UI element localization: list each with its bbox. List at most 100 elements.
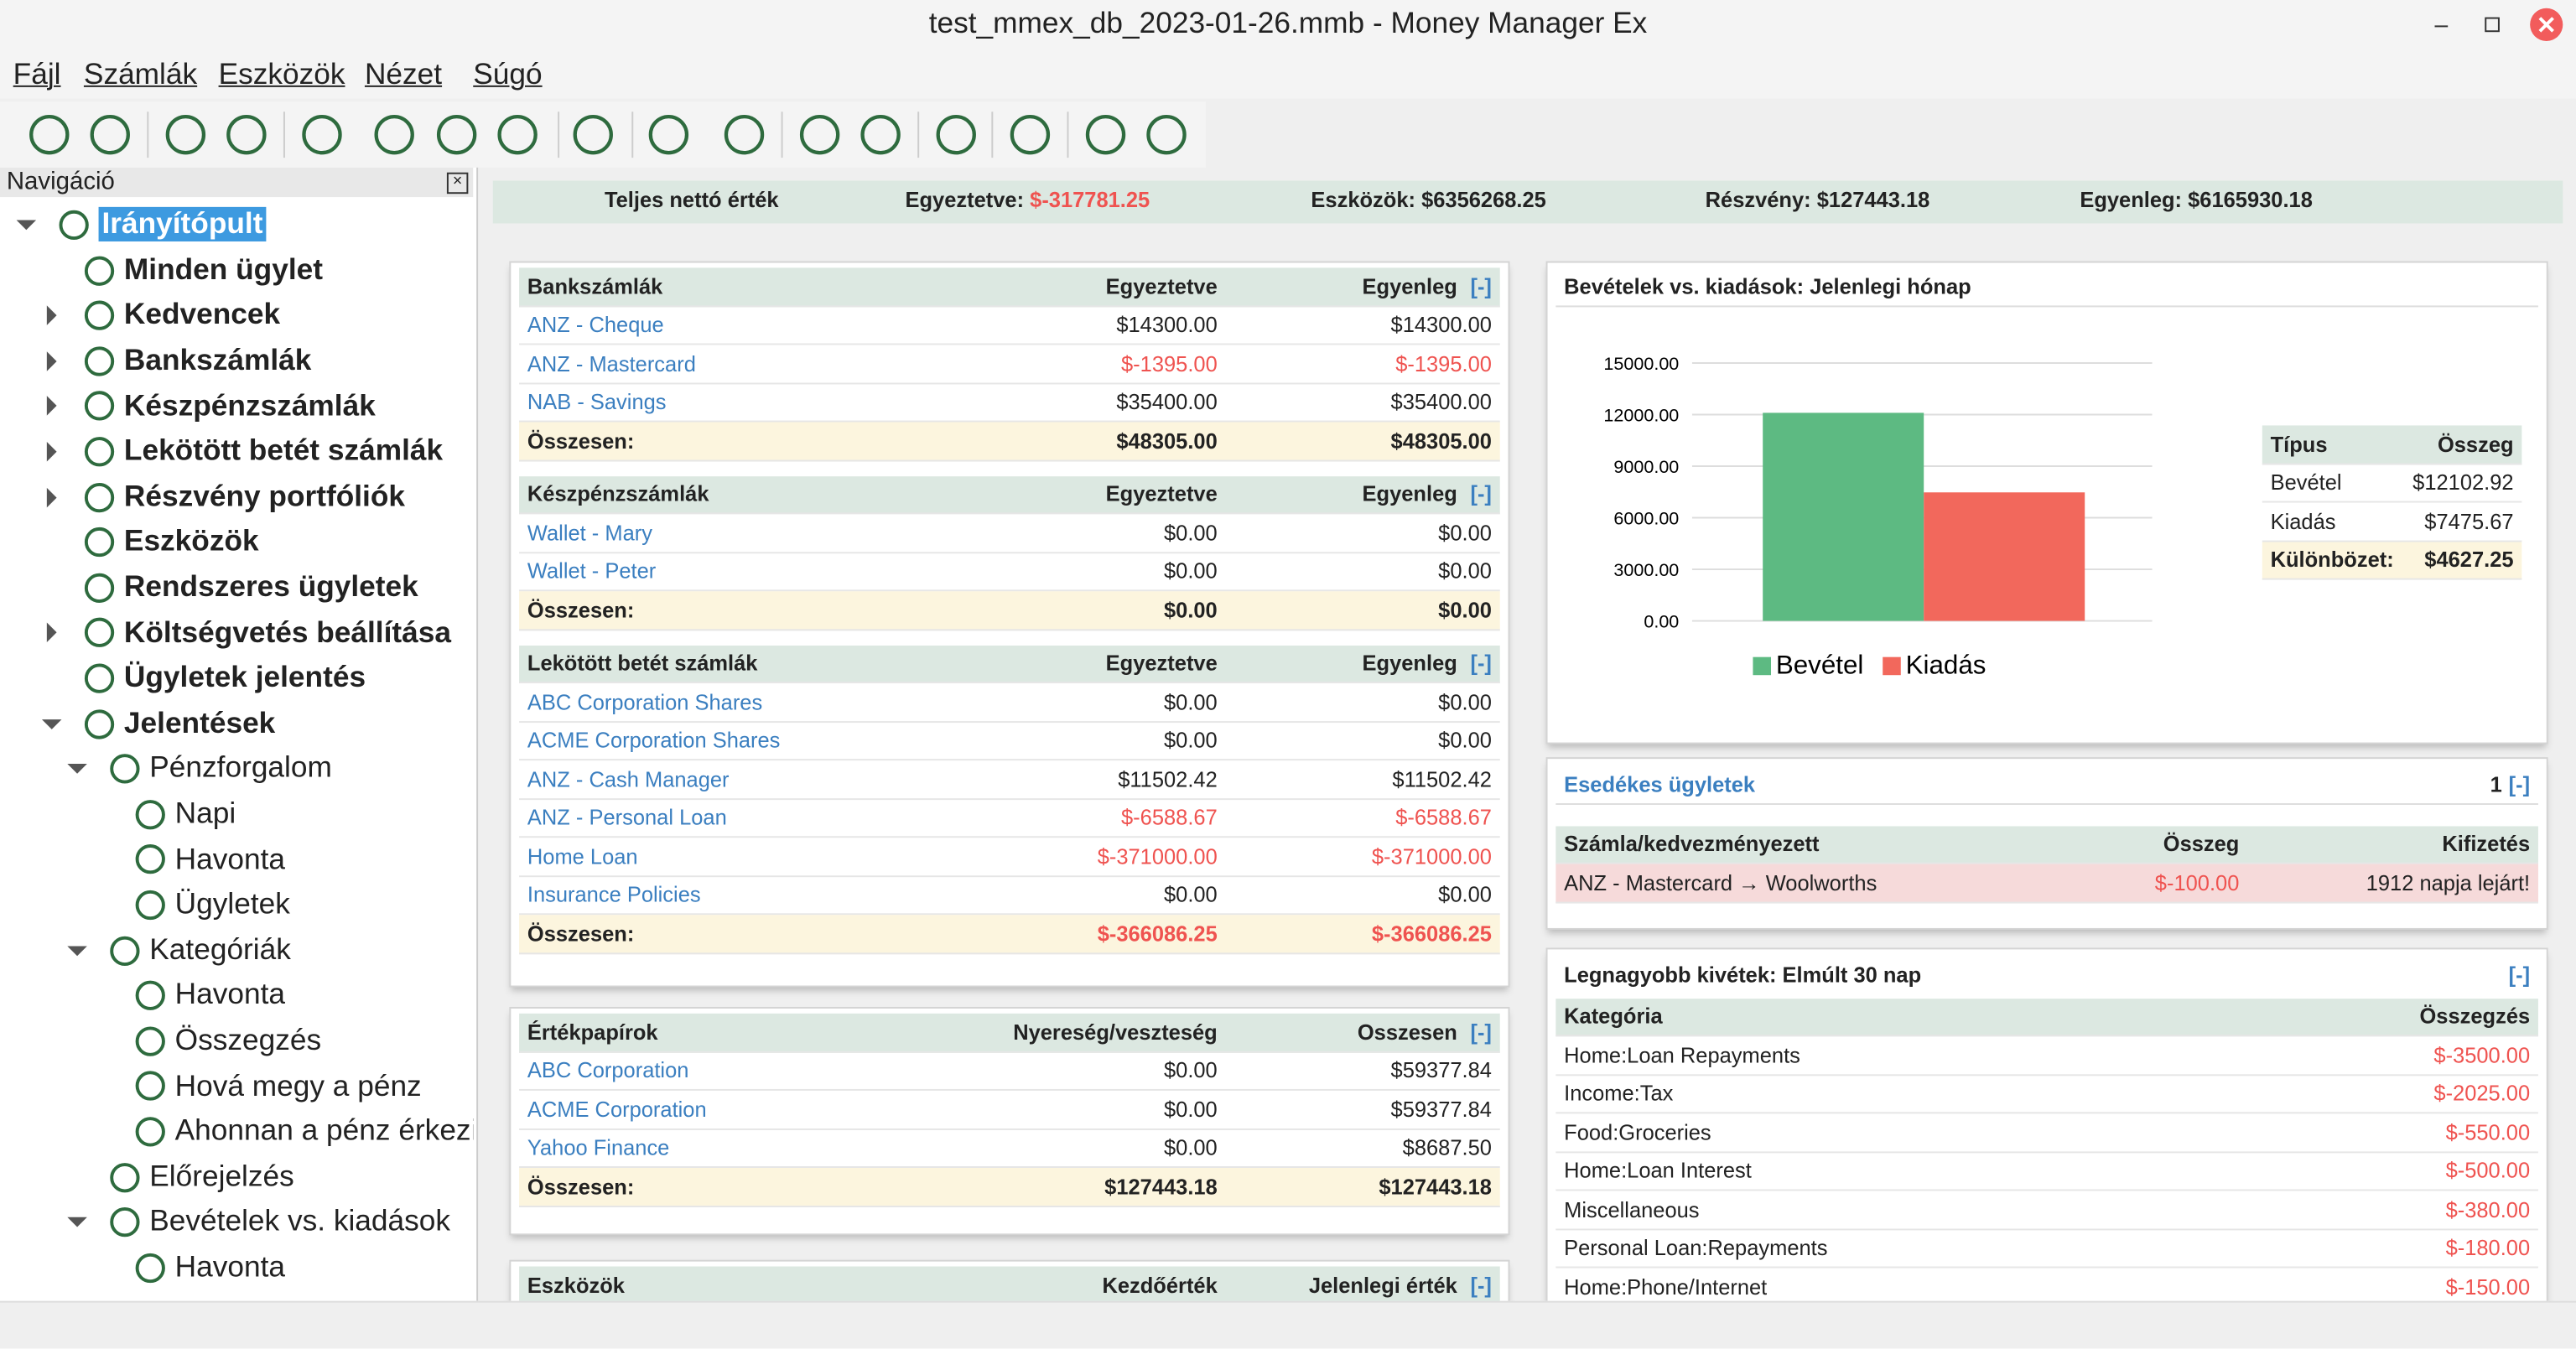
name[interactable]: ABC Corporation	[527, 1058, 689, 1083]
due-card: Esedékes ügyletek 1 [-] Számla/kedvezményez…	[1547, 759, 2547, 928]
icon	[135, 890, 165, 921]
legend-swatch	[1883, 656, 1901, 676]
name[interactable]: Insurance Policies	[527, 882, 701, 907]
amount: $59377.84	[1390, 1058, 1492, 1083]
nav-label: Havonta	[174, 978, 286, 1011]
toolbar-icon[interactable]	[648, 114, 689, 155]
menu-item[interactable]: Fájl	[13, 57, 61, 91]
nav-icon	[84, 527, 115, 558]
name[interactable]: ACME Corporation Shares	[527, 728, 781, 753]
menu-item[interactable]: Számlák	[83, 57, 198, 91]
name[interactable]: NAB - Savings	[527, 389, 667, 415]
name[interactable]: Wallet - Mary	[527, 520, 652, 545]
amount: $0.00	[1163, 728, 1218, 753]
amount: $-380.00	[2445, 1196, 2531, 1222]
menu-item[interactable]: Nézet	[364, 57, 443, 91]
amount: $0.00	[1163, 558, 1218, 584]
nav-icon	[46, 300, 115, 331]
toolbar-icon[interactable]	[29, 114, 70, 155]
toolbar-icon[interactable]	[226, 114, 267, 155]
icon	[135, 1026, 165, 1056]
bar	[1763, 412, 1924, 621]
total-label: Összesen:	[527, 597, 635, 623]
window-title: test_mmex_db_2023-01-26.mmb - Money Mana…	[928, 6, 1648, 40]
toolbar-icon[interactable]	[799, 114, 840, 155]
chart-card: Bevételek vs. kiadások: Jelenlegi hónap …	[1547, 262, 2547, 743]
amount: $-6588.67	[1395, 805, 1492, 830]
bar	[1924, 492, 2085, 621]
toolbar-icon[interactable]	[860, 114, 901, 155]
toolbar-icon[interactable]	[724, 114, 765, 155]
legend-label: Bevétel	[1776, 650, 1864, 679]
summary-bar: Teljes nettó érték Egyeztetve: $-317781.…	[492, 180, 2563, 224]
name[interactable]: ANZ - Cash Manager	[527, 766, 730, 791]
collapse-button[interactable]: [-]	[2508, 771, 2531, 796]
nav-label: Kedvencek	[123, 298, 281, 331]
name: Bevétel	[2270, 470, 2342, 495]
total-amount: $0.00	[1163, 597, 1218, 623]
toolbar-icon[interactable]	[936, 114, 976, 155]
close-button[interactable]: ×	[446, 172, 469, 195]
summary-value: $6165930.18	[2188, 187, 2313, 212]
name[interactable]: ANZ - Personal Loan	[527, 805, 727, 830]
menu-item[interactable]: Súgó	[473, 57, 543, 91]
table-header: Típus Összeg	[2262, 425, 2522, 464]
header-cell: Készpénzszámlák	[527, 481, 709, 506]
amount: $0.00	[1163, 1135, 1218, 1160]
toolbar-icon[interactable]	[497, 114, 538, 155]
status-bar	[0, 1300, 2576, 1349]
toolbar-icon[interactable]	[165, 114, 206, 155]
collapse-button[interactable]: [-]	[1470, 1020, 1492, 1045]
name[interactable]: ABC Corporation Shares	[527, 689, 763, 714]
collapse-button[interactable]: [-]	[1470, 273, 1492, 299]
window-controls[interactable]	[2415, 7, 2576, 43]
table-row: ANZ - Cash Manager $11502.42 $11502.42	[519, 760, 1500, 800]
nav-icon	[135, 1117, 165, 1147]
name[interactable]: Home Loan	[527, 843, 638, 869]
header-cell: Nyereség/veszteség	[856, 1020, 1218, 1044]
collapse-button[interactable]: [-]	[2508, 962, 2531, 988]
name: Home:Loan Interest	[1564, 1158, 1752, 1184]
toolbar-icon[interactable]	[573, 114, 613, 155]
table-header: Értékpapírok Nyereség/veszteség Osszesen [-…	[519, 1013, 1500, 1052]
collapse-button[interactable]: [-]	[1470, 481, 1492, 506]
toolbar-icon[interactable]	[1010, 114, 1051, 155]
name[interactable]: Yahoo Finance	[527, 1135, 670, 1160]
name[interactable]: ANZ - Mastercard	[527, 350, 696, 376]
amount: $8687.50	[1402, 1135, 1492, 1160]
header-text: Egyeztetve	[1105, 481, 1218, 506]
icon	[84, 255, 115, 286]
nav-label: Költségvetés beállítása	[123, 615, 451, 649]
toolbar-icon[interactable]	[1146, 114, 1187, 155]
nav-label: Előrejelzés	[149, 1159, 294, 1193]
toolbar-icon[interactable]	[1085, 114, 1126, 155]
collapse-button[interactable]: [-]	[1470, 1272, 1492, 1298]
summary-title: Teljes nettó érték	[604, 187, 779, 212]
amount: $-6588.67	[1121, 805, 1218, 830]
nav-icon	[84, 663, 115, 693]
name[interactable]: Wallet - Peter	[527, 558, 657, 584]
header-cell: Kategória	[1564, 1004, 1663, 1029]
collapse-button[interactable]: [-]	[1470, 651, 1492, 676]
toolbar-icon[interactable]	[374, 114, 414, 155]
total-amount: $127443.18	[1104, 1174, 1218, 1199]
nav-icon	[46, 618, 115, 648]
toolbar-icon[interactable]	[302, 114, 342, 155]
nav-label: Jelentések	[123, 706, 276, 739]
amount: $-550.00	[2445, 1119, 2531, 1145]
table-header: Kategória Összegzés	[1555, 998, 2538, 1037]
header-cell: Egyeztetve	[856, 482, 1218, 506]
icon	[135, 844, 165, 875]
name: Kiadás	[2270, 508, 2336, 534]
toolbar-icon[interactable]	[90, 114, 130, 155]
nav-label: Irányítópult	[98, 207, 267, 242]
name[interactable]: ANZ - Cheque	[527, 312, 664, 338]
amount: $0.00	[1163, 1097, 1218, 1122]
total-label: Különbözet:	[2270, 547, 2394, 573]
name[interactable]: ACME Corporation	[527, 1097, 707, 1122]
toolbar-icon[interactable]	[436, 114, 477, 155]
navigation-panel: Navigáció × Irányítópult Minden ügylet Ked…	[0, 167, 479, 1301]
table: Eszközök Kezdőérték Jelenlegi érték [-]	[519, 1266, 1500, 1305]
menu-item[interactable]: Eszközök	[218, 57, 345, 91]
icon	[84, 482, 115, 512]
